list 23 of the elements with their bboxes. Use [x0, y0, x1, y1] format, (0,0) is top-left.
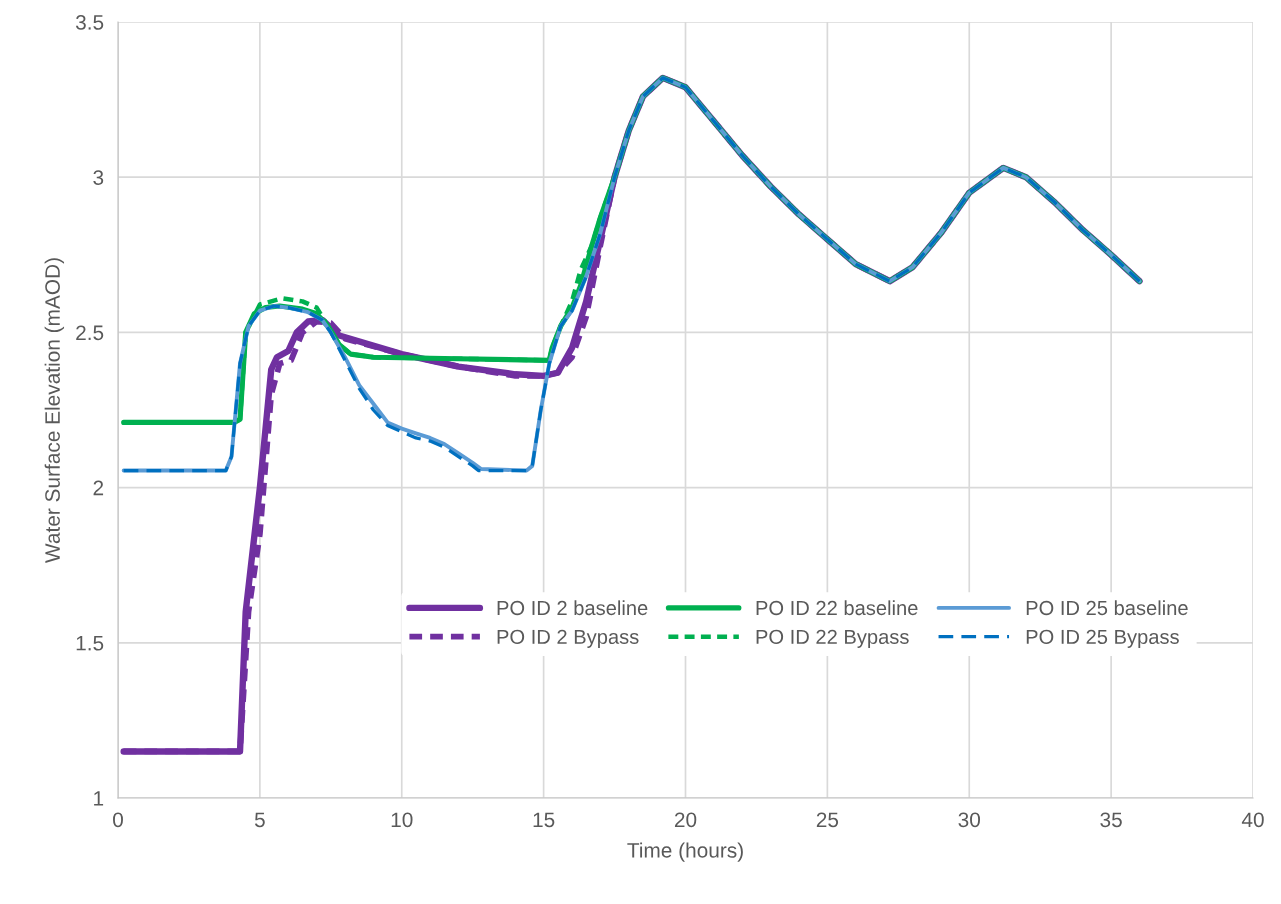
x-tick-label: 15 — [533, 812, 555, 828]
x-tick-label: 35 — [1100, 812, 1122, 828]
x-axis-title: Time (hours) — [627, 842, 743, 862]
x-tick-label: 40 — [1241, 812, 1264, 828]
legend-label: PO ID 22 baseline — [756, 600, 918, 616]
legend-label: PO ID 2 baseline — [497, 600, 648, 616]
x-tick-label: 5 — [254, 812, 265, 828]
x-tick-label: 20 — [674, 812, 697, 828]
x-tick-label: 10 — [391, 812, 413, 828]
y-axis-title: Water Surface Elevation (mAOD) — [44, 258, 65, 563]
y-tick-label: 1.5 — [76, 636, 104, 651]
y-tick-label: 2 — [93, 480, 104, 496]
y-tick-label: 3 — [93, 170, 104, 185]
y-tick-label: 2.5 — [76, 325, 104, 341]
x-tick-label: 0 — [113, 812, 123, 828]
x-tick-label: 25 — [816, 812, 839, 828]
legend-label: PO ID 2 Bypass — [497, 629, 639, 648]
x-tick-label: 30 — [958, 812, 981, 828]
legend-label: PO ID 25 baseline — [1026, 600, 1188, 616]
legend-label: PO ID 25 Bypass — [1026, 629, 1179, 648]
legend-label: PO ID 22 Bypass — [756, 629, 909, 648]
y-tick-label: 3.5 — [75, 15, 104, 30]
y-tick-label: 1 — [94, 791, 104, 806]
